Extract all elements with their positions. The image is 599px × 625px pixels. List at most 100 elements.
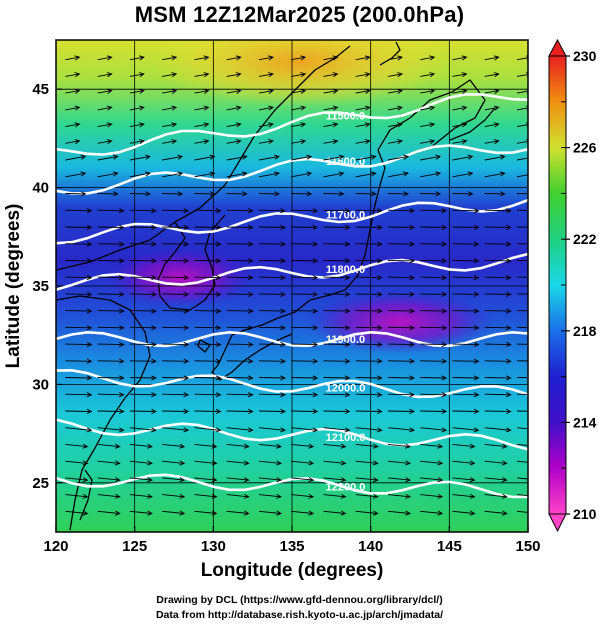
wind-vector — [323, 477, 347, 483]
wind-vector — [65, 72, 81, 78]
wind-vector — [162, 443, 186, 449]
wind-vector — [194, 55, 210, 61]
wind-vector — [194, 171, 216, 178]
wind-vector — [226, 258, 254, 264]
wind-vector — [162, 191, 184, 197]
wind-vector — [226, 460, 250, 466]
wind-vector — [258, 191, 281, 197]
wind-vector — [516, 174, 528, 178]
wind-vector — [226, 55, 242, 61]
wind-vector — [258, 72, 275, 78]
wind-vector — [258, 408, 287, 415]
wind-vector — [291, 275, 319, 281]
contour-label: 12100.0 — [326, 432, 366, 444]
wind-vector — [355, 258, 383, 264]
wind-vector — [355, 308, 383, 314]
wind-vector — [484, 191, 506, 197]
wind-vector — [129, 460, 153, 466]
wind-vector — [420, 171, 442, 178]
wind-vector — [226, 427, 254, 433]
wind-vector — [387, 427, 416, 433]
wind-vector — [226, 325, 254, 331]
wind-vector — [355, 241, 383, 247]
wind-vector — [516, 343, 528, 345]
wind-vector — [97, 72, 113, 78]
contour-line — [56, 418, 528, 451]
wind-vector — [452, 258, 480, 264]
wind-vector — [355, 224, 383, 231]
wind-vector — [129, 258, 157, 264]
wind-vector — [323, 375, 351, 381]
wind-vector — [97, 427, 125, 433]
wind-vector — [194, 105, 210, 111]
wind-vector — [484, 460, 508, 466]
wind-vector — [258, 427, 287, 433]
wind-vector — [484, 443, 508, 449]
wind-vector — [516, 276, 528, 278]
wind-vector — [387, 105, 404, 111]
wind-vector — [355, 171, 377, 178]
colorbar-tick-label: 230 — [573, 48, 597, 64]
wind-vector — [258, 139, 275, 145]
wind-vector — [387, 258, 416, 264]
wind-vector — [452, 477, 476, 483]
wind-vector — [226, 208, 254, 214]
wind-vector — [97, 510, 121, 516]
wind-vector — [258, 460, 283, 466]
contour-line — [56, 144, 528, 195]
wind-vector — [387, 122, 404, 128]
wind-vector — [516, 427, 528, 430]
wind-vector — [129, 224, 157, 231]
wind-vector — [129, 171, 151, 178]
wind-vector — [452, 241, 480, 247]
wind-vector — [226, 88, 242, 94]
wind-vector — [258, 358, 287, 364]
wind-vector — [420, 275, 448, 281]
wind-vector — [452, 358, 480, 364]
wind-vector — [65, 493, 89, 499]
wind-vector — [323, 258, 351, 264]
wind-vector — [420, 122, 436, 128]
wind-vector — [162, 208, 190, 214]
wind-vector — [323, 274, 351, 281]
wind-vector — [420, 408, 448, 415]
wind-vector — [226, 139, 242, 145]
wind-vector — [129, 443, 153, 449]
wind-vector — [194, 291, 222, 297]
wind-vector — [484, 308, 512, 314]
wind-vector — [452, 191, 474, 197]
wind-vector — [97, 274, 125, 281]
wind-vector — [387, 171, 410, 178]
wind-vector — [323, 427, 351, 433]
wind-vector — [452, 105, 468, 111]
wind-vector — [484, 105, 500, 111]
wind-vector — [129, 375, 157, 381]
wind-vector — [162, 88, 178, 94]
wind-vector — [484, 55, 500, 61]
wind-vector — [162, 308, 190, 314]
wind-vector — [65, 291, 93, 297]
wind-vector — [355, 55, 371, 61]
wind-vector — [420, 105, 436, 111]
wind-vector — [258, 105, 275, 111]
wind-vector — [194, 493, 218, 499]
wind-vector — [194, 341, 222, 348]
x-tick-label: 130 — [201, 538, 226, 555]
contour-label: 11900.0 — [326, 334, 365, 346]
wind-vector — [355, 154, 377, 161]
wind-vector — [65, 55, 81, 61]
wind-vector — [226, 408, 254, 415]
contour-line — [56, 93, 528, 156]
wind-vector — [323, 241, 351, 247]
y-tick-label: 25 — [32, 475, 49, 492]
wind-vector — [387, 291, 416, 297]
wind-vector — [355, 122, 371, 128]
wind-vector — [258, 477, 283, 483]
wind-vector — [387, 460, 412, 466]
wind-vector — [323, 358, 351, 364]
wind-vector — [452, 308, 480, 314]
wind-vector — [129, 291, 157, 297]
wind-vector — [129, 510, 153, 516]
wind-vector — [194, 258, 222, 264]
